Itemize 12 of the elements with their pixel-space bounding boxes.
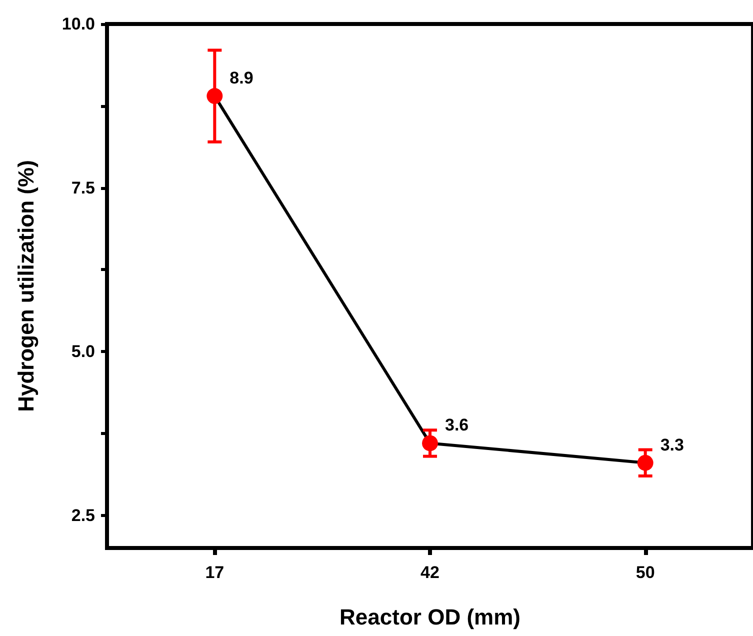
data-label: 8.9 — [230, 68, 254, 88]
y-tick-label: 2.5 — [71, 506, 95, 525]
y-tick-label: 5.0 — [71, 342, 95, 361]
data-label: 3.6 — [445, 416, 469, 435]
x-tick-label: 50 — [636, 563, 655, 582]
y-tick-label: 10.0 — [62, 14, 95, 34]
x-tick-label: 17 — [205, 563, 224, 582]
x-tick-label: 42 — [420, 563, 440, 582]
y-axis-title: Hydrogen utilization (%) — [14, 160, 38, 412]
x-axis-title: Reactor OD (mm) — [340, 604, 520, 630]
data-label: 3.3 — [660, 435, 684, 454]
y-tick-label: 7.5 — [71, 178, 95, 198]
